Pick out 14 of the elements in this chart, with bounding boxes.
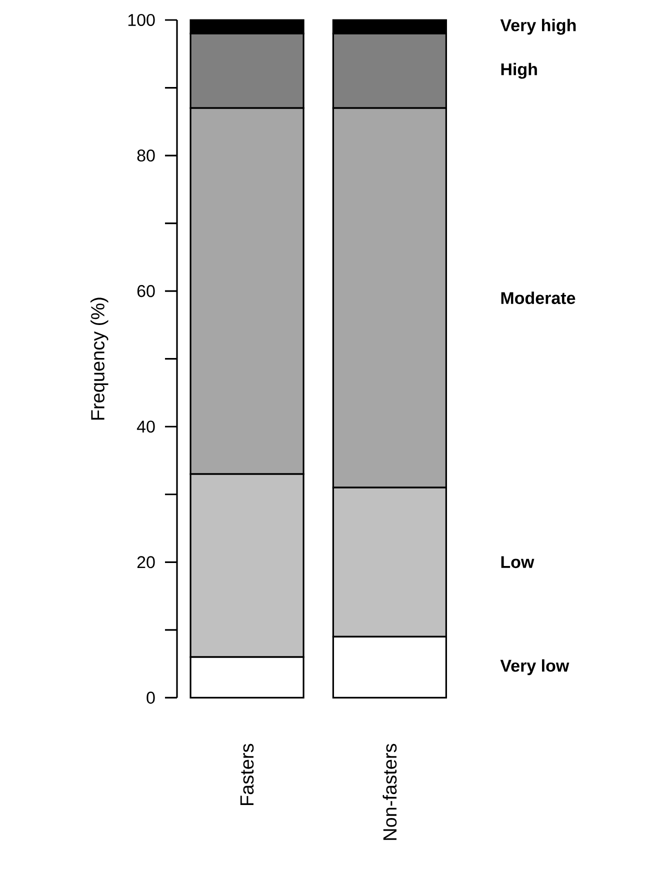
text: Low	[501, 556, 534, 568]
y-axis-title: Frequency (%)	[90, 298, 108, 420]
x-tick-label: Fasters	[240, 744, 254, 806]
text: Very high	[500, 18, 576, 35]
x-tick-label: Non-fasters	[382, 744, 397, 840]
y-tick-label: 60	[137, 285, 155, 298]
y-tick-label: 0	[146, 692, 155, 704]
y-tick-label: 20	[137, 556, 155, 568]
y-tick-label: 40	[136, 420, 155, 433]
text: High	[501, 62, 537, 79]
text: Very low	[500, 659, 570, 676]
text: Moderate	[501, 292, 576, 304]
y-tick-label: 100	[128, 14, 155, 26]
y-tick-label: 80	[137, 150, 155, 162]
